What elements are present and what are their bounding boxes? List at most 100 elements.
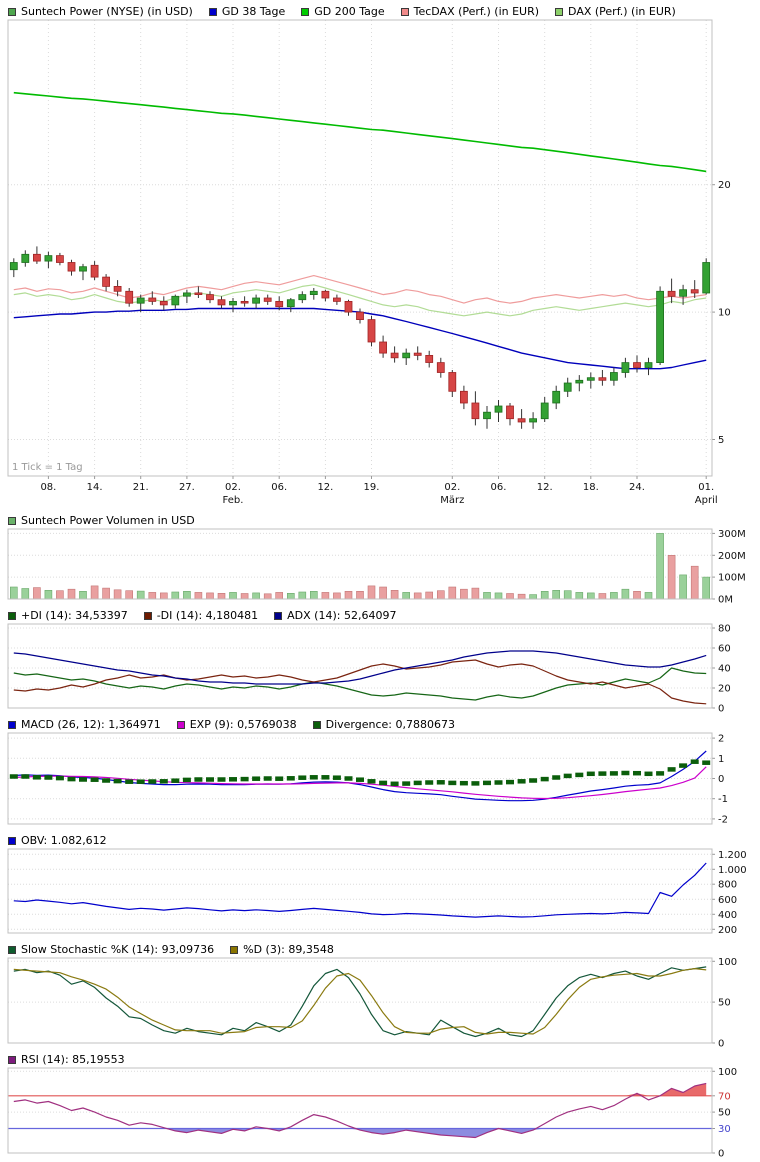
candle: [656, 290, 664, 363]
candle: [529, 418, 537, 423]
panel-dmi: +DI (14): 34,53397 -DI (14): 4,180481 ADX …: [0, 604, 760, 713]
legend-item: Divergence: 0,7880673: [312, 718, 455, 731]
candle: [517, 418, 526, 423]
series-line: [13, 1082, 707, 1139]
y-tick-label: 5: [718, 435, 724, 446]
volume-bar: [506, 593, 514, 600]
candle: [102, 276, 110, 287]
legend-swatch-icon: [230, 945, 239, 954]
volume-bar: [494, 592, 503, 600]
chart-rsi: 100 70 50 30 0: [7, 1067, 737, 1159]
volume-bar: [229, 592, 237, 600]
y-tick-label: 60: [718, 644, 731, 655]
legend-label: EXP (9): 0,5769038: [189, 718, 297, 731]
y-tick-label: 50: [718, 998, 731, 1009]
x-day-label: 19.: [364, 482, 380, 493]
volume-bar: [367, 585, 376, 600]
x-day-label: 08.: [40, 482, 56, 493]
legend-swatch-icon: [8, 836, 16, 845]
volume-bar: [79, 590, 87, 600]
candle: [702, 262, 711, 294]
chart-dmi: 80 60 40 20 0: [7, 623, 731, 714]
panel-macd: MACD (26, 12): 1,364971 EXP (9): 0,576903…: [0, 713, 760, 829]
x-day-label: 18.: [583, 482, 599, 493]
y-tick-label: 20: [718, 180, 731, 191]
candle: [690, 289, 699, 294]
volume-bar: [471, 587, 480, 600]
panel-price: Suntech Power (NYSE) (in USD) GD 38 Tage G…: [0, 0, 760, 509]
x-day-label: 02.: [444, 482, 460, 493]
y-tick-label: 100: [718, 957, 737, 968]
y-tick-label: 10: [718, 308, 731, 319]
legend-item: Slow Stochastic %K (14): 93,09736: [8, 943, 214, 956]
volume-bar: [136, 590, 145, 600]
candle: [494, 405, 503, 413]
y-tick-label: 1: [718, 754, 724, 765]
candle: [540, 402, 549, 420]
volume-bar: [113, 589, 122, 600]
volume-bar: [690, 565, 699, 600]
x-day-label: 21.: [133, 482, 149, 493]
candle: [425, 354, 434, 363]
plot-frame: [7, 19, 713, 477]
y-tick-label: 100M: [718, 573, 746, 584]
volume-bar: [552, 589, 561, 600]
legend-item: Suntech Power Volumen in USD: [8, 514, 195, 527]
chart-obv: 1.200 1.000 800 600 400 200: [7, 848, 747, 936]
candle: [263, 297, 272, 302]
candle: [379, 341, 388, 354]
legend-label: ADX (14): 52,64097: [287, 609, 397, 622]
candle: [471, 402, 480, 420]
y-tick-label: 400: [718, 910, 737, 921]
volume-bar: [413, 592, 422, 600]
y-tick-label: 0: [718, 704, 724, 714]
y-tick-label: 50: [718, 1108, 731, 1119]
volume-bar: [563, 590, 572, 600]
legend-swatch-icon: [8, 516, 16, 525]
volume-bar: [402, 592, 411, 600]
volume-bar: [194, 592, 203, 600]
x-month-label: April: [695, 495, 718, 506]
candle: [33, 253, 41, 262]
plot-frame: [7, 528, 713, 600]
candle: [483, 411, 491, 420]
y-tick-label: 200: [718, 925, 737, 936]
candle: [206, 294, 214, 301]
legend-label: GD 38 Tage: [221, 5, 286, 18]
volume-bar: [298, 591, 307, 600]
candle: [298, 294, 307, 301]
volume-bar: [102, 587, 110, 600]
legend-swatch-icon: [176, 720, 185, 729]
candle: [390, 352, 399, 359]
panel-stochastic: Slow Stochastic %K (14): 93,09736 %D (3):…: [0, 938, 760, 1048]
panel-obv: OBV: 1.082,612 1.200 1.000 800 600 400 200: [0, 829, 760, 938]
legend-label: TecDAX (Perf.) (in EUR): [413, 5, 540, 18]
series-line: [13, 659, 707, 705]
candle: [148, 297, 157, 302]
volume-bar: [483, 592, 491, 600]
legend-swatch-icon: [274, 611, 283, 620]
legend-item: Suntech Power (NYSE) (in USD): [8, 5, 193, 18]
y-tick-label: 1.200: [718, 850, 747, 861]
legend-label: Divergence: 0,7880673: [325, 718, 455, 731]
rsi-band: [13, 1083, 707, 1096]
legend-item: DAX (Perf.) (in EUR): [555, 5, 676, 18]
legend-item: +DI (14): 34,53397: [8, 609, 128, 622]
y-tick-label: 0: [718, 1149, 724, 1159]
volume-bar: [540, 590, 549, 600]
volume-bar: [344, 590, 353, 600]
volume-bar: [21, 588, 30, 600]
legend-swatch-icon: [400, 7, 409, 16]
legend-item: RSI (14): 85,19553: [8, 1053, 125, 1066]
series-line: [13, 966, 707, 1038]
candle: [436, 362, 445, 373]
candle: [113, 285, 122, 292]
legend-label: DAX (Perf.) (in EUR): [568, 5, 676, 18]
y-tick-label: 80: [718, 624, 731, 635]
series-line: [13, 91, 707, 173]
candle: [610, 372, 618, 381]
candle: [506, 405, 514, 420]
volume-bar: [44, 589, 53, 600]
volume-bar: [333, 592, 341, 600]
